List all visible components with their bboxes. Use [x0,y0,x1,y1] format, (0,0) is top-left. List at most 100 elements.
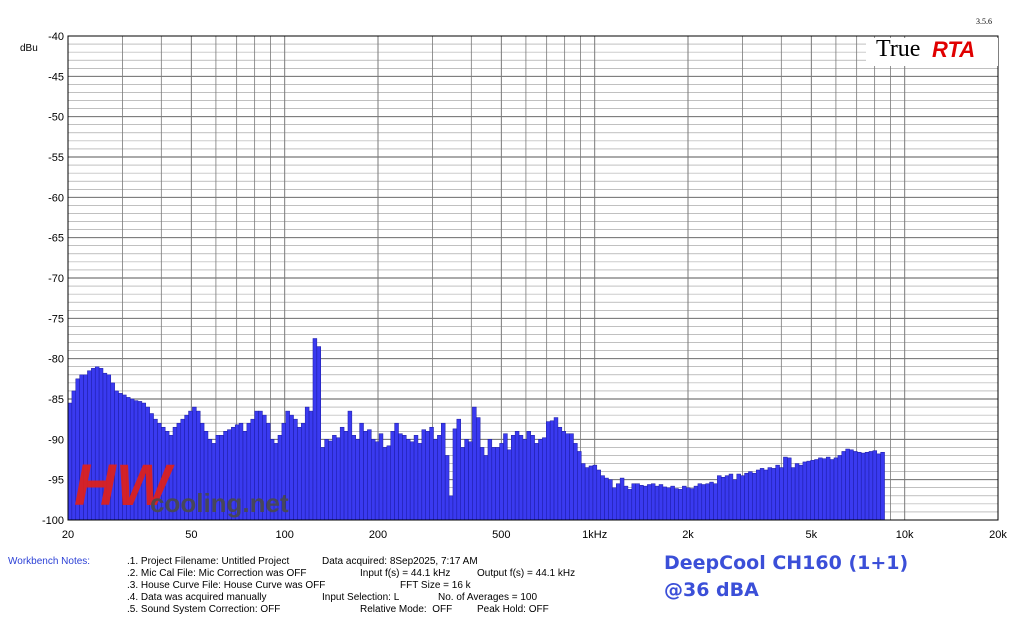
spectrum-bar [822,458,827,521]
spectrum-bar [409,441,415,521]
spectrum-bar [394,422,399,521]
spectrum-bar [779,467,784,521]
y-tick-label: -90 [48,434,64,446]
spectrum-bar [608,479,613,521]
spectrum-bar [616,483,621,521]
spectrum-bar [553,417,559,521]
spectrum-bar [386,445,391,521]
spectrum-bar [437,435,442,521]
spectrum-bar [355,439,360,521]
spectrum-bar [596,469,601,521]
spectrum-bar [441,422,446,521]
spectrum-bar [511,435,516,521]
spectrum-bar [561,431,566,521]
y-tick-label: -75 [48,313,64,325]
spectrum-bar [705,483,710,521]
notes-output-fs: Output f(s) = 44.1 kHz [477,568,576,579]
spectrum-bar [518,435,524,521]
spectrum-bar [787,457,792,521]
spectrum-bar [767,467,773,521]
spectrum-bar [720,476,726,521]
spectrum-bar [682,485,687,521]
spectrum-bar [849,449,854,521]
notes-relative-mode: Relative Mode: OFF [360,604,453,615]
spectrum-bar [841,451,846,521]
x-tick-label: 50 [185,529,197,541]
spectrum-bar [868,451,874,521]
spectrum-bar [339,426,345,521]
spectrum-bar [425,431,430,521]
spectrum-bar [514,431,520,521]
spectrum-bar [573,443,578,521]
spectrum-bar [487,439,493,521]
logo-true-text: True [876,36,921,62]
spectrum-bar [472,406,477,521]
spectrum-bar [736,473,741,521]
x-tick-label: 5k [806,529,818,541]
spectrum-bar [464,439,469,521]
spectrum-bar [312,338,318,521]
spectrum-bar [612,487,617,521]
y-tick-label: -70 [48,273,64,285]
spectrum-bar [697,483,703,521]
spectrum-bar [794,463,800,521]
spectrum-bar [526,431,531,521]
spectrum-bar [367,429,372,521]
spectrum-bar [635,483,640,521]
spectrum-bar [347,410,353,521]
y-tick-label: -60 [48,192,64,204]
spectrum-bar [304,406,310,521]
spectrum-bar [522,439,528,521]
spectrum-bar [857,451,862,521]
spectrum-bar [701,484,706,521]
spectrum-bar [565,433,570,521]
spectrum-bar [717,475,722,521]
spectrum-bar [332,435,337,521]
spectrum-bar [343,431,349,521]
spectrum-bar [476,417,481,521]
y-tick-label: -100 [42,515,64,527]
spectrum-bar [390,431,395,521]
spectrum-bar [876,453,881,521]
spectrum-bar [853,451,858,521]
x-tick-label: 100 [276,529,294,541]
spectrum-bar [460,447,465,521]
spectrum-bar [619,477,625,521]
x-tick-label: 200 [369,529,387,541]
notes-averages: No. of Averages = 100 [438,592,538,603]
x-tick-label: 20 [62,529,74,541]
spectrum-bar [398,433,403,521]
spectrum-bar [600,475,605,521]
notes-data-acquired: Data acquired: 8Sep2025, 7:17 AM [322,556,478,567]
spectrum-bar [581,463,586,521]
spectrum-bar [417,443,423,521]
spectrum-bar [713,483,718,521]
spectrum-bar [810,460,815,521]
spectrum-bar [685,487,691,521]
spectrum-bar [359,422,364,521]
spectrum-bar [790,467,796,521]
spectrum-bar [825,456,831,521]
y-tick-label: -45 [48,71,64,83]
spectrum-bar [732,479,738,521]
notes-input-selection: Input Selection: L [322,592,400,603]
spectrum-bar [752,472,757,521]
x-tick-label: 1kHz [582,529,607,541]
spectrum-bar [320,447,325,521]
spectrum-bar [728,473,734,521]
y-tick-label: -95 [48,475,64,487]
y-tick-label: -80 [48,354,64,366]
spectrum-bar [503,433,508,521]
spectrum-bar [658,484,664,521]
spectrum-bar [301,422,306,521]
logo-rta-text: RTA [932,37,976,62]
notes-line-3: .3. House Curve File: House Curve was OF… [127,580,326,591]
y-tick-label: -65 [48,233,64,245]
spectrum-bar [584,467,590,521]
spectrum-bar [433,439,438,521]
notes-input-fs: Input f(s) = 44.1 kHz [360,568,451,579]
spectrum-bar [328,440,333,521]
spectrum-bar [845,448,850,521]
spectrum-bar [744,472,749,521]
workbench-notes-label: Workbench Notes: [8,556,91,567]
